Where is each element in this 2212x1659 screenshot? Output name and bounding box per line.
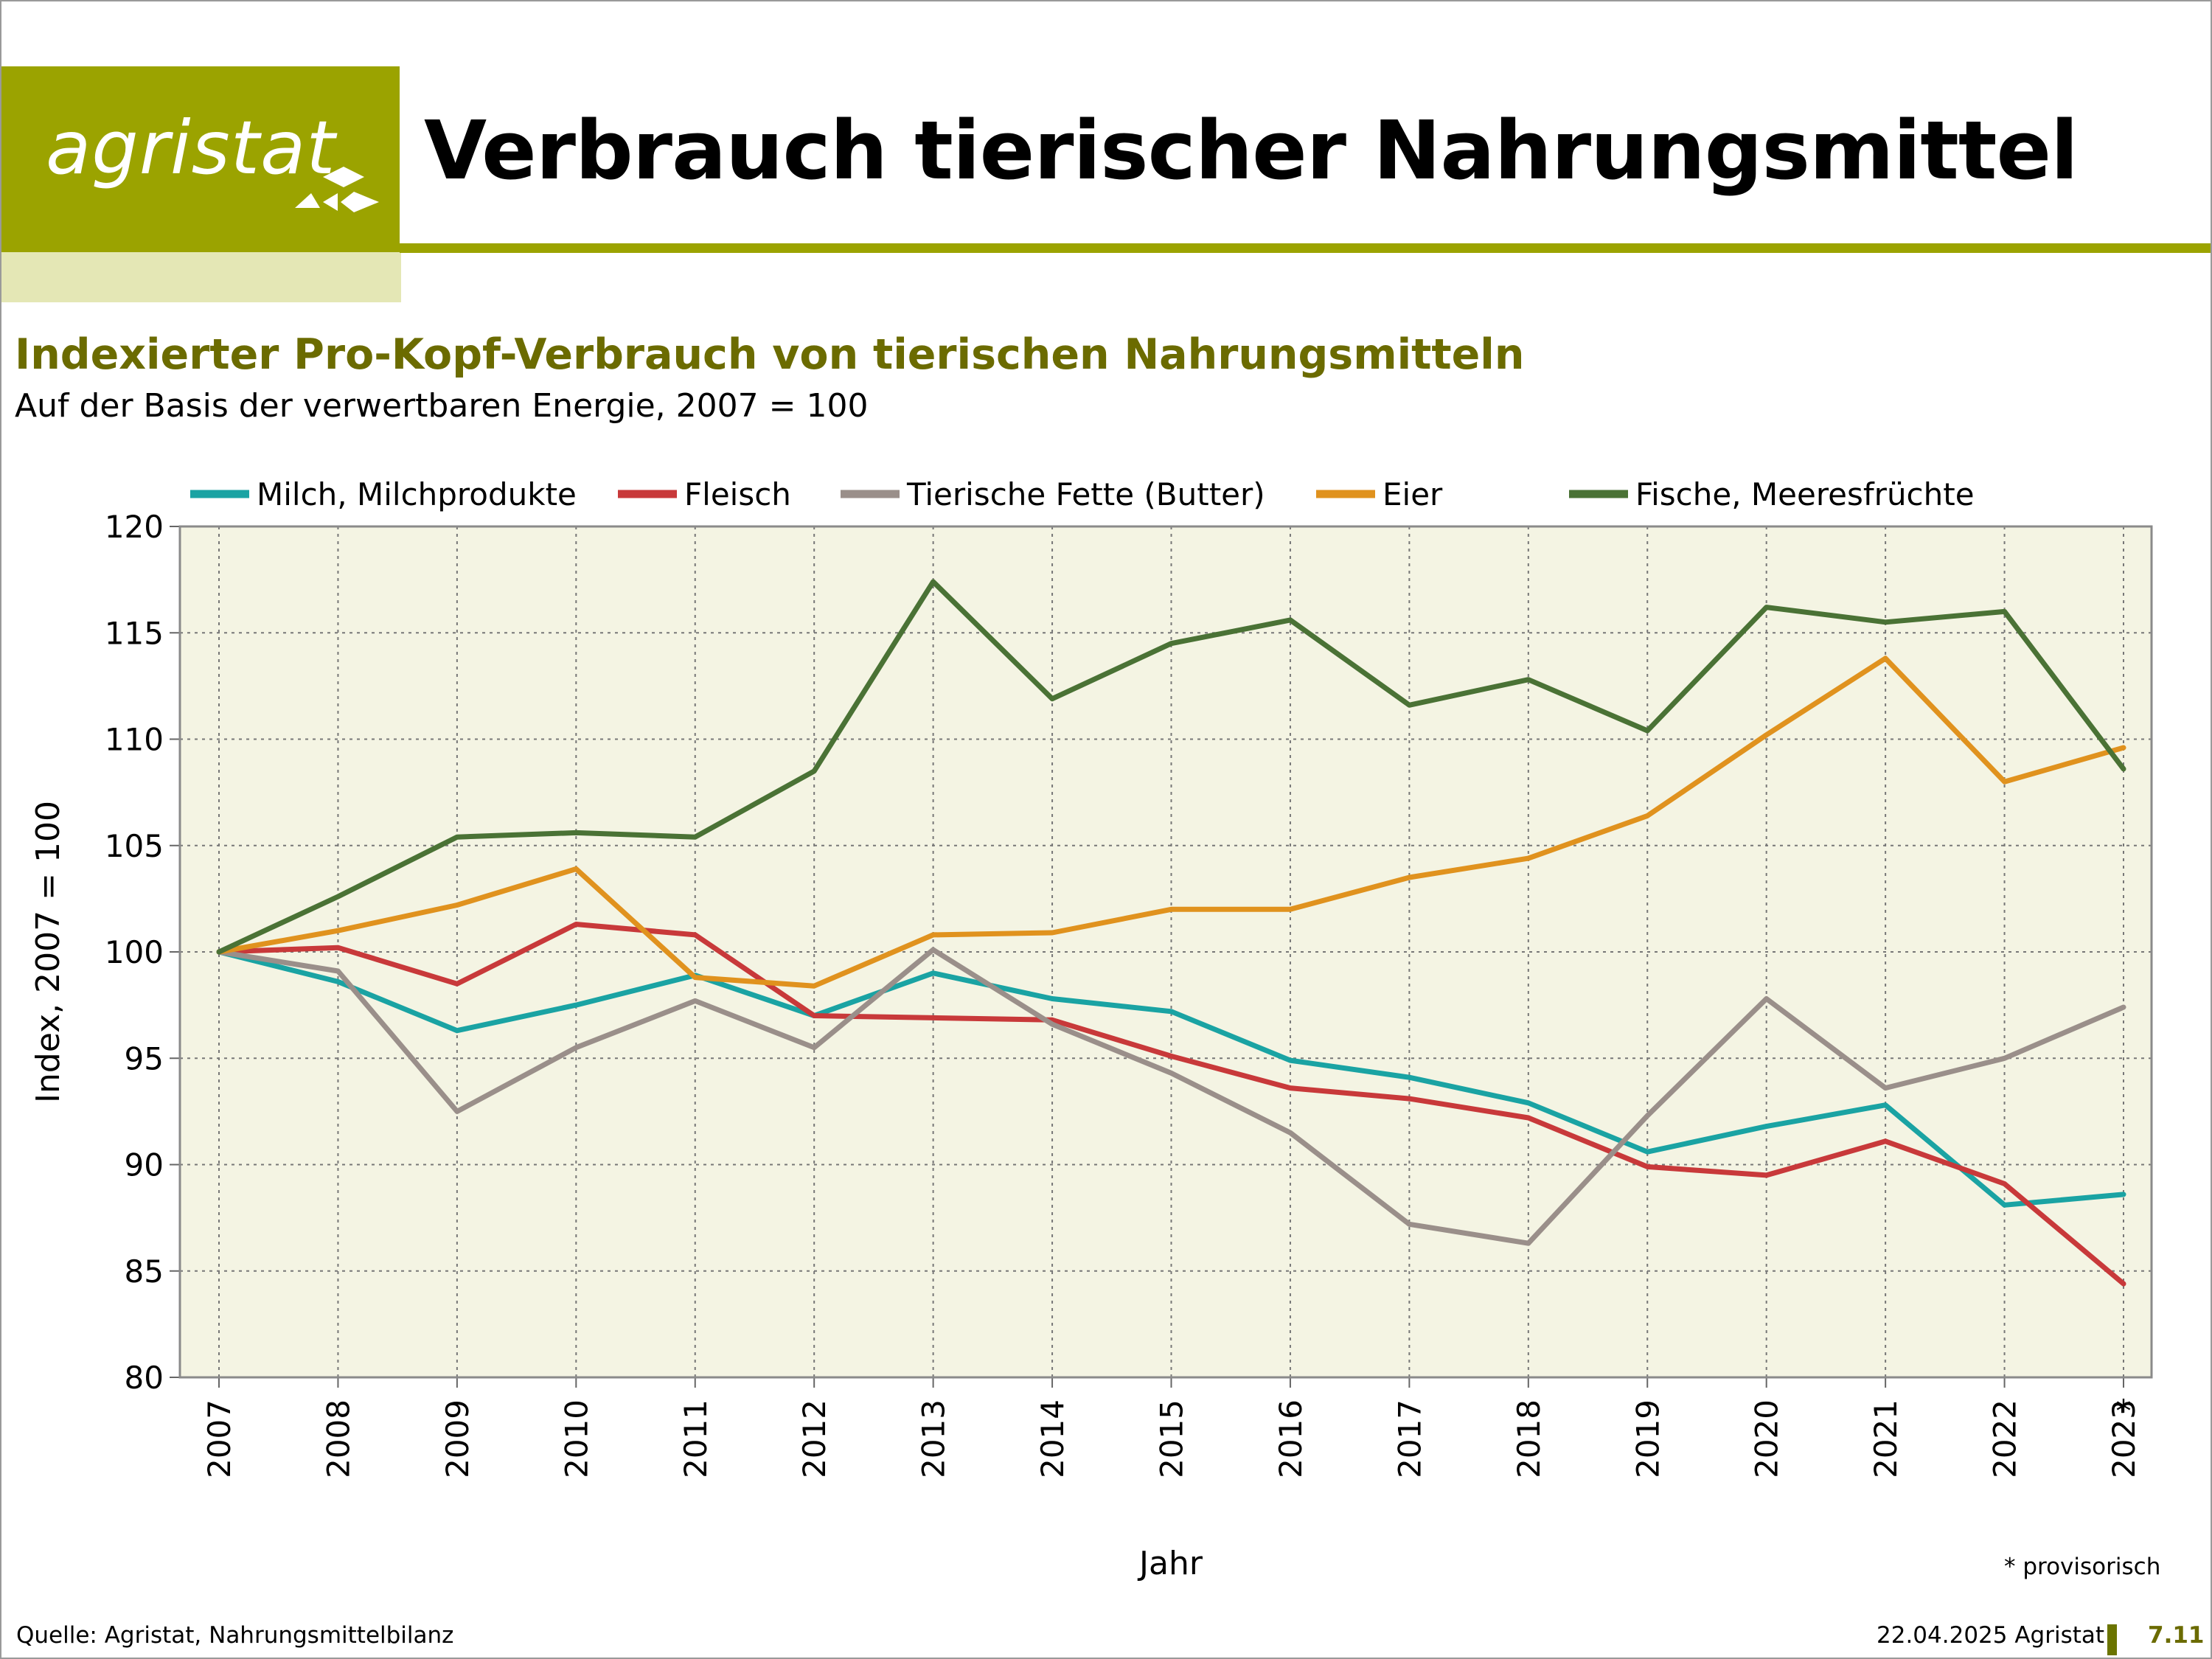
x-tick-label: 2014: [1034, 1399, 1071, 1478]
footer-date: 22.04.2025 Agristat: [1877, 1622, 2105, 1649]
x-tick-label: 2018: [1511, 1399, 1547, 1478]
page-number: 7.11: [2148, 1622, 2205, 1649]
provisional-marker: *: [2116, 1393, 2132, 1429]
series-line-2: [216, 922, 2126, 1287]
x-tick-label: 2021: [1868, 1399, 1904, 1478]
series-line-5: [216, 579, 2126, 955]
x-tick-label: 2007: [201, 1399, 237, 1478]
x-tick-label: 2023: [2106, 1399, 2142, 1478]
x-tick-label: 2009: [439, 1399, 476, 1478]
logo-block: [1, 66, 400, 252]
footer-divider: [2107, 1624, 2117, 1655]
legend-label: Milch, Milchprodukte: [257, 476, 577, 512]
agristat-logo-icon: [295, 167, 379, 212]
footnote-provisional: * provisorisch: [2004, 1554, 2161, 1580]
header-rule: [400, 243, 2211, 253]
y-tick-label: 95: [125, 1040, 164, 1077]
logo-underlay: [1, 252, 401, 302]
x-tick-label: 2020: [1749, 1399, 1785, 1478]
x-axis-title: Jahr: [1137, 1545, 1203, 1582]
x-tick-label: 2017: [1391, 1399, 1427, 1478]
x-tick-label: 2013: [916, 1399, 952, 1478]
x-tick-label: 2012: [796, 1399, 832, 1478]
x-tick-label: 2008: [320, 1399, 356, 1478]
legend-label: Fische, Meeresfrüchte: [1635, 476, 1975, 512]
plot-border: [178, 525, 2153, 1379]
y-tick-label: 115: [105, 615, 164, 651]
legend-label: Tierische Fette (Butter): [906, 476, 1265, 512]
series-line-3: [216, 947, 2126, 1246]
series-line-1: [216, 949, 2126, 1208]
x-tick-label: 2011: [678, 1399, 714, 1478]
series-line-4: [216, 655, 2126, 989]
y-tick-label: 120: [105, 509, 164, 545]
x-tick-label: 2010: [558, 1399, 594, 1478]
chart-subtitle: Auf der Basis der verwertbaren Energie, …: [15, 387, 869, 425]
chart-title: Indexierter Pro-Kopf-Verbrauch von tieri…: [15, 330, 1525, 379]
y-tick-label: 85: [125, 1253, 164, 1290]
x-tick-label: 2016: [1273, 1399, 1309, 1478]
y-axis-title: Index, 2007 = 100: [29, 801, 67, 1103]
y-tick-label: 90: [125, 1147, 164, 1183]
x-tick-label: 2019: [1630, 1399, 1666, 1478]
page-title: Verbrauch tierischer Nahrungsmittel: [424, 103, 2079, 198]
x-tick-label: 2015: [1154, 1399, 1190, 1478]
y-tick-label: 110: [105, 722, 164, 758]
y-tick-label: 100: [105, 934, 164, 970]
plot-area: [180, 526, 2152, 1377]
legend-label: Fleisch: [684, 476, 791, 512]
footer-source: Quelle: Agristat, Nahrungsmittelbilanz: [16, 1622, 454, 1649]
y-tick-label: 105: [105, 828, 164, 864]
x-tick-label: 2022: [1987, 1399, 2023, 1478]
agristat-logo-text: agristat: [46, 105, 336, 191]
legend-label: Eier: [1382, 476, 1443, 512]
y-tick-label: 80: [125, 1360, 164, 1396]
